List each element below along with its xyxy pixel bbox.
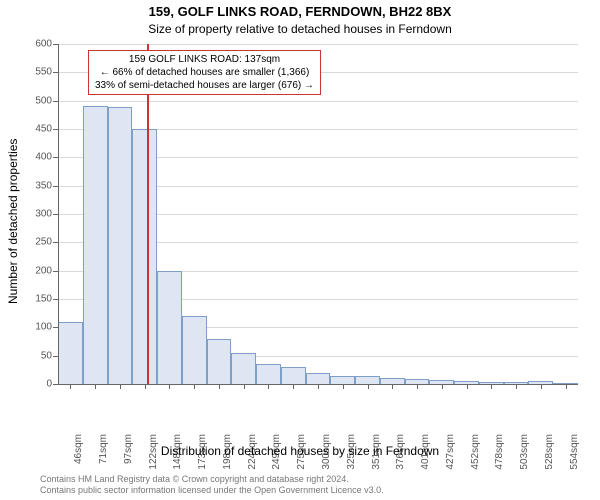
y-tick-label: 450: [22, 124, 52, 135]
y-axis-label: Number of detached properties: [6, 139, 20, 304]
y-tick-label: 150: [22, 294, 52, 305]
gridline: [58, 44, 578, 45]
histogram-bar: [132, 129, 157, 384]
chart-title-desc: Size of property relative to detached ho…: [0, 22, 600, 36]
x-tick-label: 427sqm: [445, 434, 456, 494]
y-tick-label: 50: [22, 350, 52, 361]
footer-line-2: Contains public sector information licen…: [40, 485, 384, 496]
histogram-bar: [157, 271, 182, 384]
histogram-bar: [58, 322, 83, 384]
x-tick-label: 503sqm: [519, 434, 530, 494]
histogram-bar: [330, 376, 355, 385]
histogram-bar: [281, 367, 306, 384]
x-axis-label: Distribution of detached houses by size …: [0, 444, 600, 458]
plot-area: 05010015020025030035040045050055060046sq…: [58, 44, 578, 384]
y-tick-label: 400: [22, 152, 52, 163]
y-tick-label: 100: [22, 322, 52, 333]
x-tick-label: 554sqm: [569, 434, 580, 494]
annotation-line: 33% of semi-detached houses are larger (…: [95, 79, 314, 92]
histogram-bar: [207, 339, 232, 384]
x-tick-label: 376sqm: [395, 434, 406, 494]
y-tick-label: 600: [22, 39, 52, 50]
gridline: [58, 101, 578, 102]
histogram-bar: [108, 107, 133, 384]
histogram-bar: [256, 364, 281, 384]
x-tick-label: 528sqm: [544, 434, 555, 494]
footer-attribution: Contains HM Land Registry data © Crown c…: [40, 474, 384, 497]
y-tick-label: 500: [22, 95, 52, 106]
footer-line-1: Contains HM Land Registry data © Crown c…: [40, 474, 384, 485]
y-tick-label: 200: [22, 265, 52, 276]
histogram-bar: [83, 106, 108, 384]
y-tick-label: 300: [22, 209, 52, 220]
x-axis-line: [58, 384, 578, 385]
y-axis-line: [58, 44, 59, 384]
histogram-bar: [355, 376, 380, 385]
histogram-bar: [306, 373, 331, 384]
y-tick-label: 350: [22, 180, 52, 191]
y-tick-label: 0: [22, 379, 52, 390]
histogram-bar: [231, 353, 256, 384]
x-tick-label: 401sqm: [420, 434, 431, 494]
annotation-line: 159 GOLF LINKS ROAD: 137sqm: [95, 53, 314, 66]
annotation-box: 159 GOLF LINKS ROAD: 137sqm← 66% of deta…: [88, 50, 321, 95]
histogram-bar: [182, 316, 207, 384]
y-tick-label: 550: [22, 67, 52, 78]
x-tick-label: 452sqm: [470, 434, 481, 494]
chart-title-address: 159, GOLF LINKS ROAD, FERNDOWN, BH22 8BX: [0, 4, 600, 19]
property-marker-line: [147, 44, 149, 384]
chart-container: 159, GOLF LINKS ROAD, FERNDOWN, BH22 8BX…: [0, 0, 600, 500]
annotation-line: ← 66% of detached houses are smaller (1,…: [95, 66, 314, 79]
y-tick-label: 250: [22, 237, 52, 248]
x-tick-label: 478sqm: [494, 434, 505, 494]
